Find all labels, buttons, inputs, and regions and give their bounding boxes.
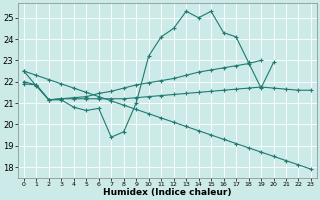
X-axis label: Humidex (Indice chaleur): Humidex (Indice chaleur) [103, 188, 232, 197]
